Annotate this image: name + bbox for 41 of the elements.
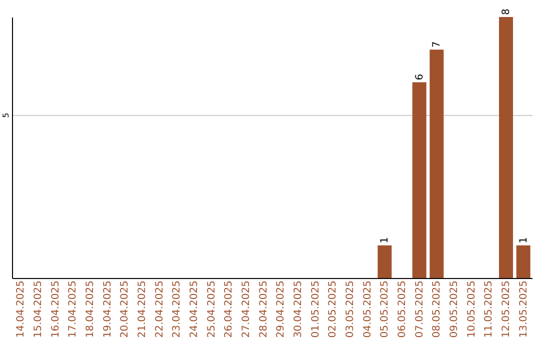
x-tick-label: 15.04.2025 — [33, 280, 44, 338]
x-tick-label: 12.05.2025 — [501, 280, 512, 338]
x-tick-label: 09.05.2025 — [449, 280, 460, 338]
x-tick-label: 19.04.2025 — [102, 280, 114, 338]
x-tick-label: 22.04.2025 — [154, 280, 166, 338]
x-tick-label: 07.05.2025 — [414, 280, 426, 338]
x-tick-label: 27.04.2025 — [241, 280, 252, 338]
y-tick-label: 5 — [2, 112, 10, 118]
bar — [499, 17, 513, 278]
x-tick-label: 11.05.2025 — [484, 280, 495, 338]
x-tick-label: 30.04.2025 — [293, 280, 304, 338]
x-tick-label: 24.04.2025 — [189, 280, 200, 338]
x-tick-label: 06.05.2025 — [397, 280, 408, 338]
x-tick-label: 10.05.2025 — [466, 280, 478, 338]
bar — [412, 82, 426, 278]
x-tick-label: 23.04.2025 — [172, 280, 183, 338]
data-label: 1 — [380, 237, 391, 244]
bar — [430, 50, 444, 278]
x-tick-label: 08.05.2025 — [432, 280, 443, 338]
x-tick-label: 28.04.2025 — [258, 280, 270, 338]
x-tick-label: 26.04.2025 — [224, 280, 235, 338]
data-label: 6 — [414, 74, 426, 80]
x-tick-label: 01.05.2025 — [310, 280, 322, 338]
bar — [378, 245, 392, 278]
x-tick-label: 17.04.2025 — [68, 280, 79, 338]
x-tick-label: 18.04.2025 — [85, 280, 96, 338]
x-tick-label: 03.05.2025 — [345, 280, 356, 338]
bar — [516, 245, 530, 278]
x-tick-label: 05.05.2025 — [380, 280, 391, 338]
data-label: 8 — [501, 8, 512, 15]
x-tick-label: 29.04.2025 — [276, 280, 287, 338]
data-label: 1 — [518, 237, 530, 244]
x-tick-label: 20.04.2025 — [120, 280, 131, 338]
x-tick-label: 04.05.2025 — [362, 280, 374, 338]
x-tick-label: 14.04.2025 — [16, 280, 27, 338]
x-tick-label: 13.05.2025 — [518, 280, 530, 338]
data-label: 7 — [432, 41, 443, 48]
x-tick-label: 02.05.2025 — [328, 280, 339, 338]
x-tick-label: 16.04.2025 — [50, 280, 62, 338]
x-tick-label: 21.04.2025 — [137, 280, 148, 338]
x-tick-label: 25.04.2025 — [206, 280, 218, 338]
